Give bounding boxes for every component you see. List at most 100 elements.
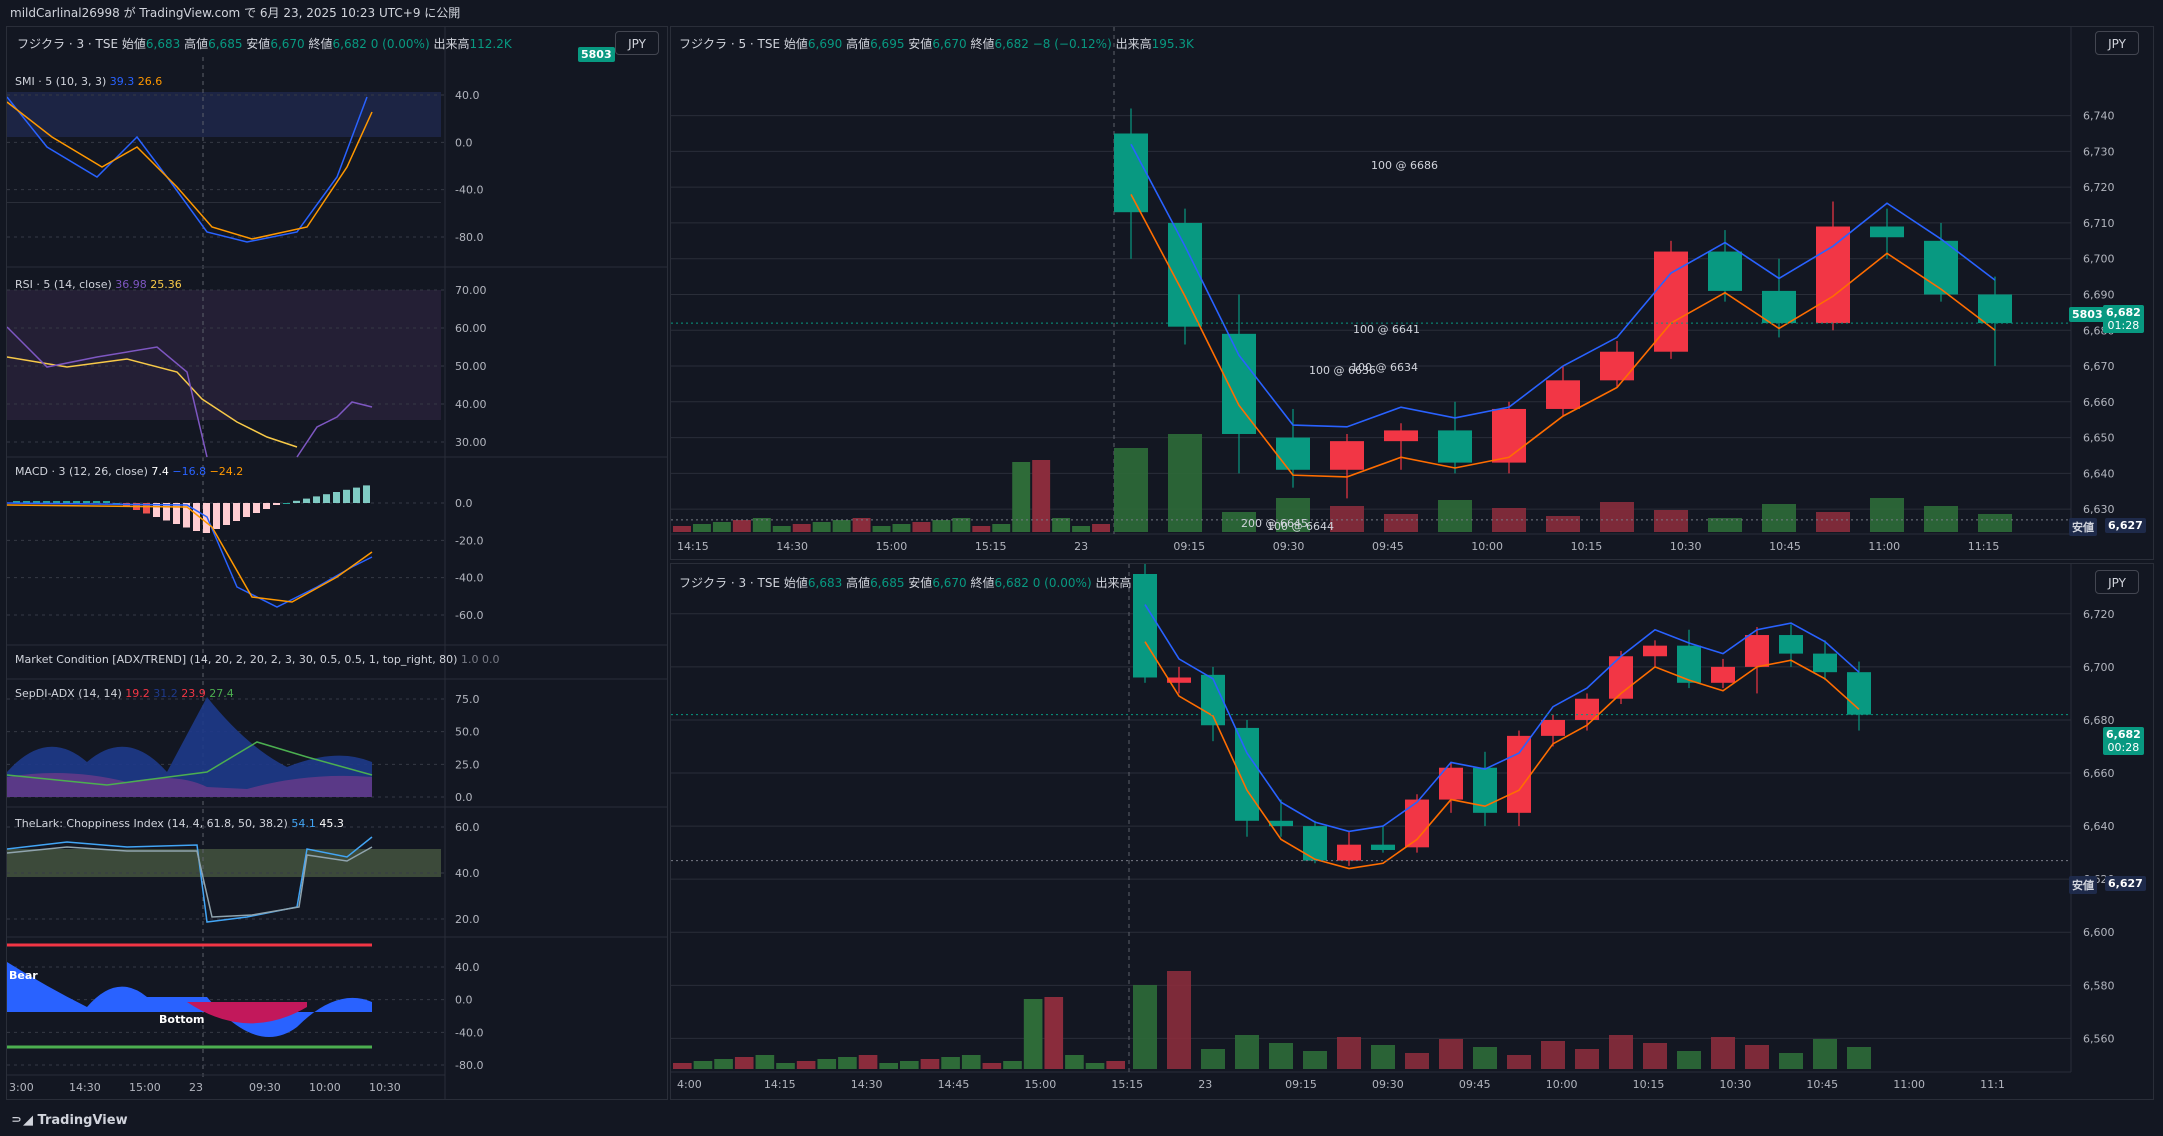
candle-body	[1745, 635, 1769, 667]
left-low: 6,670	[270, 37, 305, 51]
smi-tick: 40.0	[455, 89, 480, 102]
candle-body	[1439, 767, 1463, 800]
volume-bar	[1222, 512, 1256, 532]
bear-tick: -80.0	[455, 1059, 483, 1072]
macd-histogram-bar	[313, 496, 320, 503]
left-price-badge: 5803	[578, 47, 615, 62]
bottom-change: 0 (0.00%)	[1032, 576, 1092, 590]
bottom-currency-button[interactable]: JPY	[2095, 570, 2139, 594]
chop-line	[7, 836, 373, 923]
bottom-symbol-header: フジクラ · 3 · TSE 始値6,683 高値6,685 安値6,670 終…	[679, 574, 1131, 591]
x-tick-label: 14:45	[938, 1078, 970, 1091]
top-price-chart[interactable]: 6,740 6,730 6,720 6,710 6,700 6,690 6,680 6,670…	[670, 26, 2154, 560]
market-value-1: 1.0	[460, 653, 479, 666]
left-x-tick: 10:30	[369, 1081, 401, 1094]
x-tick-label: 09:15	[1173, 540, 1205, 553]
volume-bar	[852, 518, 871, 532]
rsi-band	[7, 290, 441, 420]
top-chart-canvas[interactable]: 6,7406,7306,7206,7106,7006,6906,6806,670…	[671, 27, 2154, 560]
tv-logo-icon: ⸧◢	[10, 1113, 38, 1128]
top-close: 6,682	[994, 37, 1029, 51]
candle-body	[1870, 226, 1904, 238]
top-open: 6,690	[807, 37, 843, 51]
candle-body	[1816, 226, 1850, 324]
bottom-symbol: フジクラ · 3 · TSE	[679, 576, 781, 590]
macd-histogram-bar	[183, 503, 190, 528]
volume-bar	[1133, 985, 1157, 1069]
volume-bar	[796, 1061, 816, 1069]
macd-histogram-bar	[343, 489, 350, 503]
volume-bar	[1167, 971, 1191, 1069]
volume-bar	[693, 1061, 713, 1069]
volume-bar	[932, 520, 951, 532]
chop-band	[7, 849, 441, 877]
volume-bar	[1330, 506, 1364, 532]
bottom-open-label: 始値	[783, 576, 808, 590]
macd-histogram-bar	[173, 503, 180, 524]
volume-bar	[1106, 1061, 1125, 1069]
x-tick-label: 11:15	[1968, 540, 2000, 553]
candle-body	[1978, 294, 2012, 324]
x-tick-label: 10:15	[1571, 540, 1603, 553]
candle-body	[1222, 333, 1256, 434]
candle-body	[1235, 727, 1259, 821]
x-tick-label: 09:30	[1273, 540, 1305, 553]
smi-line	[7, 96, 368, 243]
sepdi-legend: SepDI-ADX (14, 14) 19.2 31.2 23.9 27.4	[15, 687, 234, 700]
volume-bar	[1269, 1043, 1293, 1069]
x-tick-label: 09:15	[1285, 1078, 1317, 1091]
candle-body	[1813, 653, 1837, 673]
tv-brand-text: TradingView	[37, 1113, 128, 1128]
ma-line-blue	[1130, 143, 1996, 428]
left-panel-canvas[interactable]: 40.0 0.0 -40.0 -80.0 70.00 60.00 50.00 40.00 30.…	[7, 27, 668, 1100]
y-tick-label: 6,560	[2083, 1032, 2115, 1045]
bottom-low-price-label: 安値	[2069, 876, 2097, 894]
chop-value-1: 54.1	[291, 817, 316, 830]
bottom-high: 6,685	[870, 576, 905, 590]
sepdi-tick: 25.0	[455, 758, 480, 771]
top-last-price: 6,682	[2106, 306, 2141, 319]
bottom-chart-canvas[interactable]: 6,7206,7006,6806,6606,6406,6206,6006,580…	[671, 564, 2154, 1100]
candle-body	[1303, 826, 1327, 861]
top-currency-button[interactable]: JPY	[2095, 31, 2139, 55]
top-close-label: 終値	[970, 37, 995, 51]
y-tick-label: 6,650	[2083, 432, 2115, 445]
bottom-low: 6,670	[932, 576, 967, 590]
bottom-vol-label: 出来高	[1095, 576, 1132, 590]
y-tick-label: 6,700	[2083, 661, 2115, 674]
tradingview-logo[interactable]: ⸧◢ TradingView	[10, 1106, 128, 1136]
trade-label: 100 @ 6634	[1351, 361, 1418, 374]
left-change: 0 (0.00%)	[370, 37, 430, 51]
left-open-label: 始値	[121, 37, 146, 51]
x-tick-label: 15:00	[876, 540, 908, 553]
left-currency-button[interactable]: JPY	[615, 31, 659, 55]
left-x-tick: 09:30	[249, 1081, 281, 1094]
macd-histogram-bar	[273, 503, 280, 505]
x-tick-label: 09:30	[1372, 1078, 1404, 1091]
top-high-label: 高値	[846, 37, 871, 51]
candle-body	[1438, 430, 1472, 463]
y-tick-label: 6,630	[2083, 503, 2115, 516]
trade-label: 200 @ 6645	[1241, 517, 1308, 530]
volume-bar	[1092, 524, 1110, 532]
smi-divider	[7, 202, 441, 203]
volume-bar	[1032, 460, 1051, 532]
macd-histogram-bar	[323, 494, 330, 503]
x-tick-label: 14:30	[851, 1078, 883, 1091]
volume-bar	[1337, 1037, 1361, 1069]
volume-bar	[1708, 518, 1742, 532]
candle-body	[1847, 672, 1871, 715]
candle-body	[1654, 251, 1688, 352]
top-chart-drawings: 6,7406,7306,7206,7106,7006,6906,6806,670…	[671, 27, 2115, 553]
bottom-price-chart[interactable]: 6,720 6,700 6,680 6,660 6,640 6,620 6,600 6,580…	[670, 563, 2154, 1100]
macd-histogram-bar	[293, 500, 300, 503]
chop-tick: 40.0	[455, 867, 480, 880]
left-indicator-panel[interactable]: 40.0 0.0 -40.0 -80.0 70.00 60.00 50.00 40.00 30.…	[6, 26, 668, 1100]
macd-histogram-bar	[23, 501, 30, 503]
top-high: 6,695	[870, 37, 905, 51]
top-price-timer: 01:28	[2107, 319, 2140, 332]
volume-bar	[900, 1061, 919, 1069]
volume-bar	[1044, 997, 1064, 1069]
volume-bar	[858, 1055, 878, 1069]
volume-bar	[1600, 502, 1634, 532]
